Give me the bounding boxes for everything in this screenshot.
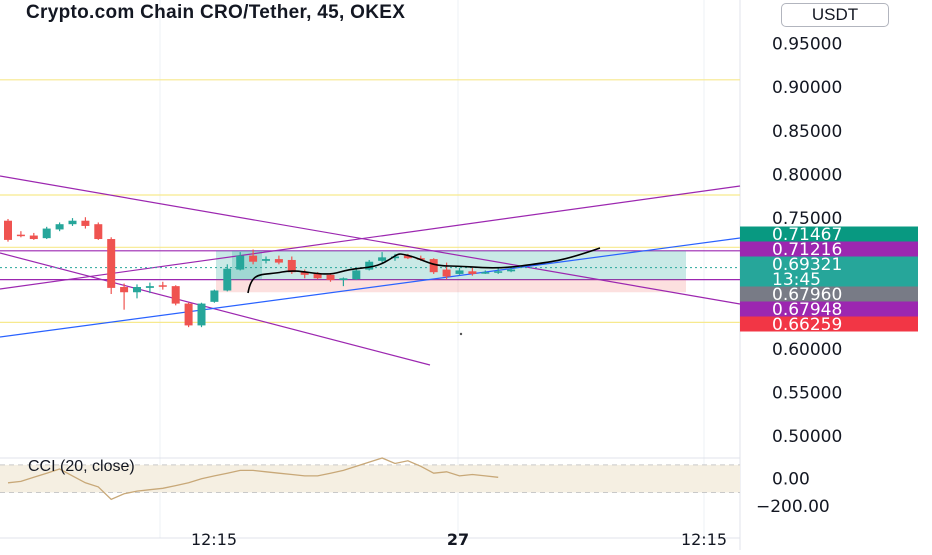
candle-body-0 [4, 220, 12, 240]
projection-drawing [247, 247, 601, 294]
price-tag-0 [740, 226, 918, 242]
candle-body-15 [197, 303, 206, 326]
candle-body-21 [274, 259, 283, 263]
price-axis-tick: 0.90000 [772, 78, 842, 98]
cci-axis-tick: 0.00 [772, 470, 810, 490]
candle-body-8 [107, 239, 116, 288]
price-tag-5 [740, 316, 918, 332]
price-tag-label: 0.69321 [772, 255, 842, 275]
cci-indicator-label[interactable]: CCI (20, close) [28, 458, 135, 475]
price-axis-tick: 0.55000 [772, 384, 842, 404]
candle-body-1 [16, 234, 25, 237]
chart-title: Crypto.com Chain CRO/Tether, 45, OKEX [26, 2, 406, 23]
candle-body-33 [429, 259, 438, 273]
candle-body-30 [391, 256, 399, 259]
price-tag-label: 0.67960 [772, 285, 842, 305]
candle-body-12 [158, 285, 167, 287]
cci-band [0, 464, 740, 493]
candle-body-5 [68, 220, 77, 225]
candle-body-35 [455, 270, 464, 274]
candle-body-20 [262, 259, 270, 261]
trendline-rising-blue [0, 237, 741, 338]
price-axis-tick: 0.60000 [772, 340, 842, 360]
price-tag-countdown: 13:45 [772, 270, 821, 290]
candle-body-22 [287, 259, 296, 273]
trendline-upper-descending [0, 175, 741, 305]
candle-body-25 [326, 274, 335, 281]
trendline-rising-purple [0, 185, 741, 290]
price-tag-label: 0.67948 [772, 300, 842, 320]
candle-body-7 [94, 224, 103, 240]
price-axis-tick: 0.80000 [772, 165, 842, 185]
price-tag-2 [740, 256, 918, 287]
candle-body-34 [442, 269, 451, 277]
candle-body-18 [236, 255, 245, 270]
price-tag-label: 0.71216 [772, 240, 842, 260]
candle-body-29 [378, 257, 387, 261]
candle-body-13 [171, 286, 180, 304]
price-tag-label: 0.71467 [772, 225, 842, 245]
candle-body-16 [210, 290, 219, 302]
candle-body-10 [133, 287, 141, 293]
price-axis-tick: 0.50000 [772, 427, 842, 447]
candle-body-38 [494, 271, 503, 273]
price-tag-1 [740, 241, 918, 257]
candle-body-37 [481, 272, 490, 274]
loss-zone [216, 279, 686, 293]
candle-body-4 [55, 224, 64, 230]
candle-body-31 [403, 255, 412, 259]
price-axis-tick: 0.85000 [772, 122, 842, 142]
stray-mark [459, 332, 463, 336]
candle-body-19 [249, 255, 258, 262]
candle-body-6 [81, 220, 90, 226]
candle-body-23 [300, 272, 309, 275]
candle-body-28 [365, 261, 374, 270]
time-axis-tick: 12:15 [191, 530, 237, 549]
candle-body-36 [468, 271, 477, 274]
candle-body-3 [42, 228, 51, 239]
candle-body-24 [313, 273, 322, 279]
cci-axis-tick: −200.00 [756, 497, 830, 517]
candle-body-26 [339, 278, 348, 281]
trendline-lower-descending [0, 252, 431, 366]
candle-body-17 [223, 268, 232, 291]
candle-body-39 [507, 269, 516, 272]
price-tag-4 [740, 301, 918, 317]
candle-body-9 [120, 287, 129, 293]
cci-line [7, 457, 499, 501]
time-axis-tick: 12:15 [681, 530, 727, 549]
time-axis-tick: 27 [447, 530, 469, 549]
price-tag-3 [740, 286, 918, 302]
candle-body-11 [145, 286, 154, 288]
candle-body-14 [184, 303, 193, 326]
currency-button[interactable]: USDT [781, 3, 889, 27]
price-axis-tick: 0.75000 [772, 209, 842, 229]
price-tag-label: 0.66259 [772, 315, 842, 335]
candle-body-27 [352, 270, 361, 280]
price-axis-tick: 0.95000 [772, 35, 842, 55]
candle-body-2 [29, 235, 38, 240]
